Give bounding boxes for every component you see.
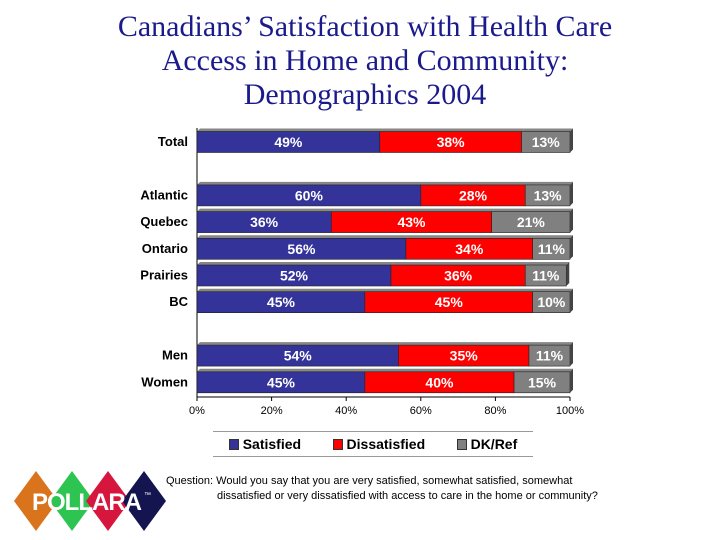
bar-side bbox=[570, 208, 573, 233]
data-label: 52% bbox=[280, 268, 309, 284]
bar-top bbox=[364, 288, 536, 292]
data-label: 35% bbox=[450, 348, 479, 364]
category-label: Women bbox=[141, 374, 188, 389]
bar-top bbox=[398, 342, 532, 346]
logo-diamond bbox=[86, 471, 130, 531]
bar-top bbox=[197, 208, 335, 212]
category-label: Total bbox=[158, 134, 188, 149]
data-label: 28% bbox=[459, 187, 488, 203]
legend-label: Satisfied bbox=[242, 436, 302, 452]
bar-side bbox=[566, 262, 570, 286]
x-tick-label: 20% bbox=[261, 405, 283, 417]
logo-diamond bbox=[14, 471, 58, 531]
logo-diamond bbox=[50, 471, 94, 531]
category-label: Men bbox=[162, 348, 188, 363]
logo-text: POLLARA bbox=[32, 489, 142, 516]
data-label: 49% bbox=[274, 134, 303, 150]
data-label: 45% bbox=[435, 294, 464, 310]
legend-item-satisfied: Satisfied bbox=[228, 436, 302, 452]
legend-label: Dissatisfied bbox=[346, 436, 426, 452]
question-line-2: dissatisfied or very dissatisfied with a… bbox=[217, 490, 598, 502]
bar-top bbox=[420, 181, 529, 185]
legend-swatch bbox=[228, 438, 239, 450]
data-label: 13% bbox=[532, 134, 561, 150]
chart-title: Canadians’ Satisfaction with Health Care… bbox=[0, 10, 720, 112]
data-label: 13% bbox=[534, 187, 563, 203]
bar-side bbox=[570, 181, 573, 206]
data-label: 11% bbox=[532, 268, 560, 284]
bar-side bbox=[570, 235, 573, 260]
legend-item-dissatisfied: Dissatisfied bbox=[332, 436, 426, 452]
bar-top bbox=[491, 208, 573, 212]
data-label: 43% bbox=[397, 214, 426, 230]
title-line-2: Access in Home and Community: bbox=[161, 44, 569, 77]
bar-top bbox=[405, 235, 536, 239]
title-line-1: Canadians’ Satisfaction with Health Care bbox=[117, 10, 613, 43]
title-line-3: Demographics 2004 bbox=[243, 78, 487, 111]
bar-top bbox=[197, 235, 409, 239]
bar-top bbox=[197, 181, 424, 185]
data-label: 38% bbox=[437, 134, 466, 150]
category-label: Ontario bbox=[142, 241, 188, 256]
data-label: 11% bbox=[538, 241, 566, 257]
data-label: 11% bbox=[536, 348, 564, 364]
category-label: Atlantic bbox=[140, 187, 188, 202]
legend-swatch bbox=[456, 438, 467, 450]
question-line-1: Question: Would you say that you are ver… bbox=[166, 475, 573, 487]
data-label: 45% bbox=[267, 374, 296, 390]
bar-side bbox=[570, 342, 573, 367]
data-label: 60% bbox=[295, 187, 324, 203]
data-label: 36% bbox=[250, 214, 279, 230]
data-label: 45% bbox=[267, 294, 296, 310]
legend-label: DK/Ref bbox=[470, 436, 518, 452]
category-label: Prairies bbox=[140, 268, 188, 283]
data-label: 15% bbox=[528, 374, 557, 390]
data-label: 21% bbox=[517, 214, 546, 230]
bar-top bbox=[197, 342, 402, 346]
bar-top bbox=[521, 128, 573, 132]
category-label: BC bbox=[169, 294, 188, 309]
bar-chart: 0% 20% 40% 60% 80% 100% Total 49% 38% 13% Atlantic… bbox=[140, 128, 584, 417]
x-tick-label: 60% bbox=[410, 405, 432, 417]
data-label: 40% bbox=[425, 374, 454, 390]
bar-top bbox=[197, 368, 368, 372]
x-tick-label: 80% bbox=[484, 405, 506, 417]
data-label: 10% bbox=[537, 294, 566, 310]
legend-item-dkref: DK/Ref bbox=[456, 436, 518, 452]
data-label: 54% bbox=[284, 348, 313, 364]
x-tick-label: 40% bbox=[335, 405, 357, 417]
logo-trademark: ™ bbox=[144, 492, 151, 499]
x-tick-label: 100% bbox=[556, 405, 584, 417]
bar-side bbox=[570, 368, 573, 393]
bar-top bbox=[197, 288, 368, 292]
bar-top bbox=[532, 235, 573, 239]
bar-side bbox=[570, 288, 573, 313]
bar-top bbox=[364, 368, 518, 372]
bar-top bbox=[197, 262, 394, 265]
logo-diamond bbox=[122, 471, 166, 531]
question-text: Question: Would you say that you are ver… bbox=[166, 474, 598, 504]
bar-side bbox=[570, 128, 573, 153]
bar-top bbox=[525, 181, 573, 185]
bar-top bbox=[379, 128, 525, 132]
data-label: 36% bbox=[444, 268, 473, 284]
bar-top bbox=[532, 288, 573, 292]
pollara-logo: POLLARA ™ bbox=[14, 471, 166, 531]
bar-top bbox=[390, 262, 529, 265]
bar-top bbox=[197, 128, 383, 132]
data-label: 34% bbox=[455, 241, 484, 257]
legend-swatch bbox=[332, 438, 343, 450]
category-label: Quebec bbox=[140, 214, 188, 229]
bar-top bbox=[528, 342, 573, 346]
bar-top bbox=[514, 368, 573, 372]
bar-top bbox=[525, 262, 570, 265]
x-tick-label: 0% bbox=[189, 405, 205, 417]
legend: Satisfied Dissatisfied DK/Ref bbox=[213, 431, 533, 457]
data-label: 56% bbox=[287, 241, 316, 257]
bar-top bbox=[331, 208, 495, 212]
